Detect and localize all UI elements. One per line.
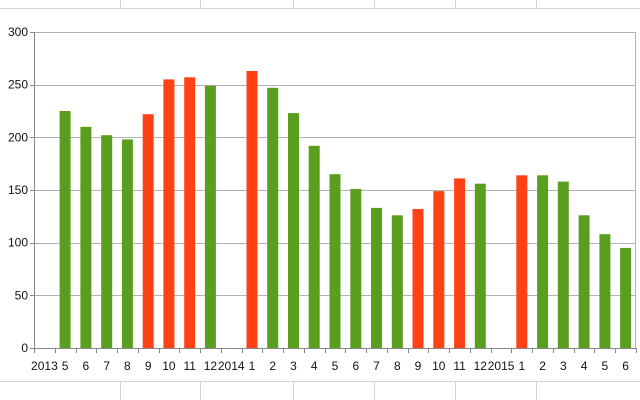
bar: [184, 77, 196, 349]
y-tick-label: 150: [8, 183, 28, 197]
bar: [59, 111, 71, 348]
bar: [121, 139, 133, 348]
x-tick-label: 2013: [31, 359, 58, 373]
x-tick-label: 10: [432, 359, 446, 373]
x-tick-label: 9: [145, 359, 152, 373]
x-tick-label: 11: [453, 359, 466, 373]
y-tick-label: 100: [8, 236, 28, 250]
x-tick-label: 7: [103, 359, 110, 373]
bar: [329, 174, 341, 348]
bar: [412, 209, 424, 348]
y-axis-tick-labels: 0 50 100 150 200 250 300: [8, 25, 28, 355]
x-tick-label: 9: [415, 359, 422, 373]
bar: [454, 178, 466, 348]
x-tick-label: 8: [124, 359, 131, 373]
bar: [537, 175, 549, 348]
bar: [288, 113, 299, 348]
x-tick-label: 4: [581, 359, 588, 373]
x-tick-label: 5: [602, 359, 609, 373]
x-tick-label: 2: [269, 359, 276, 373]
bar: [267, 87, 279, 349]
x-tick-label: 5: [62, 359, 69, 373]
bar: [246, 71, 258, 348]
bar: [101, 135, 113, 348]
y-tick-label: 50: [15, 288, 29, 302]
x-tick-label: 2014: [218, 359, 245, 373]
bar: [557, 181, 569, 348]
x-tick-label: 8: [394, 359, 401, 373]
x-axis-tick-labels: 2013 5 6 7 8 9 10 11 12 2014 1 2 3 4 5 6 7 8 9 10 11 12 2015 1 2…: [31, 359, 629, 373]
bar: [142, 114, 154, 348]
bar: [474, 183, 486, 348]
x-tick-label: 12: [474, 359, 488, 373]
axes: [30, 32, 637, 353]
y-tick-label: 250: [8, 78, 28, 92]
bar: [620, 247, 632, 348]
bar: [371, 207, 382, 348]
x-tick-label: 1: [249, 359, 256, 373]
bar: [516, 175, 528, 348]
x-tick-label: 5: [332, 359, 339, 373]
bar: [308, 145, 320, 348]
x-tick-label: 11: [183, 359, 196, 373]
x-tick-label: 12: [204, 359, 218, 373]
x-tick-label: 6: [622, 359, 629, 373]
bar: [391, 215, 403, 348]
x-tick-label: 1: [518, 359, 525, 373]
x-tick-label: 3: [290, 359, 297, 373]
x-tick-label: 6: [83, 359, 90, 373]
x-tick-label: 6: [352, 359, 359, 373]
x-tick-label: 2: [539, 359, 546, 373]
y-tick-label: 200: [8, 130, 28, 144]
bar: [163, 79, 175, 349]
bar: [599, 234, 611, 348]
bar: [433, 191, 445, 348]
bars: [59, 71, 632, 349]
bar: [350, 188, 362, 348]
x-tick-label: 7: [373, 359, 380, 373]
y-tick-label: 300: [8, 25, 28, 39]
bar: [80, 126, 92, 348]
x-tick-label: 4: [311, 359, 318, 373]
x-tick-label: 10: [162, 359, 176, 373]
y-tick-label: 0: [21, 341, 28, 355]
x-tick-label: 3: [560, 359, 567, 373]
bar: [578, 215, 590, 348]
bar: [204, 85, 216, 348]
x-tick-label: 2015: [488, 359, 515, 373]
